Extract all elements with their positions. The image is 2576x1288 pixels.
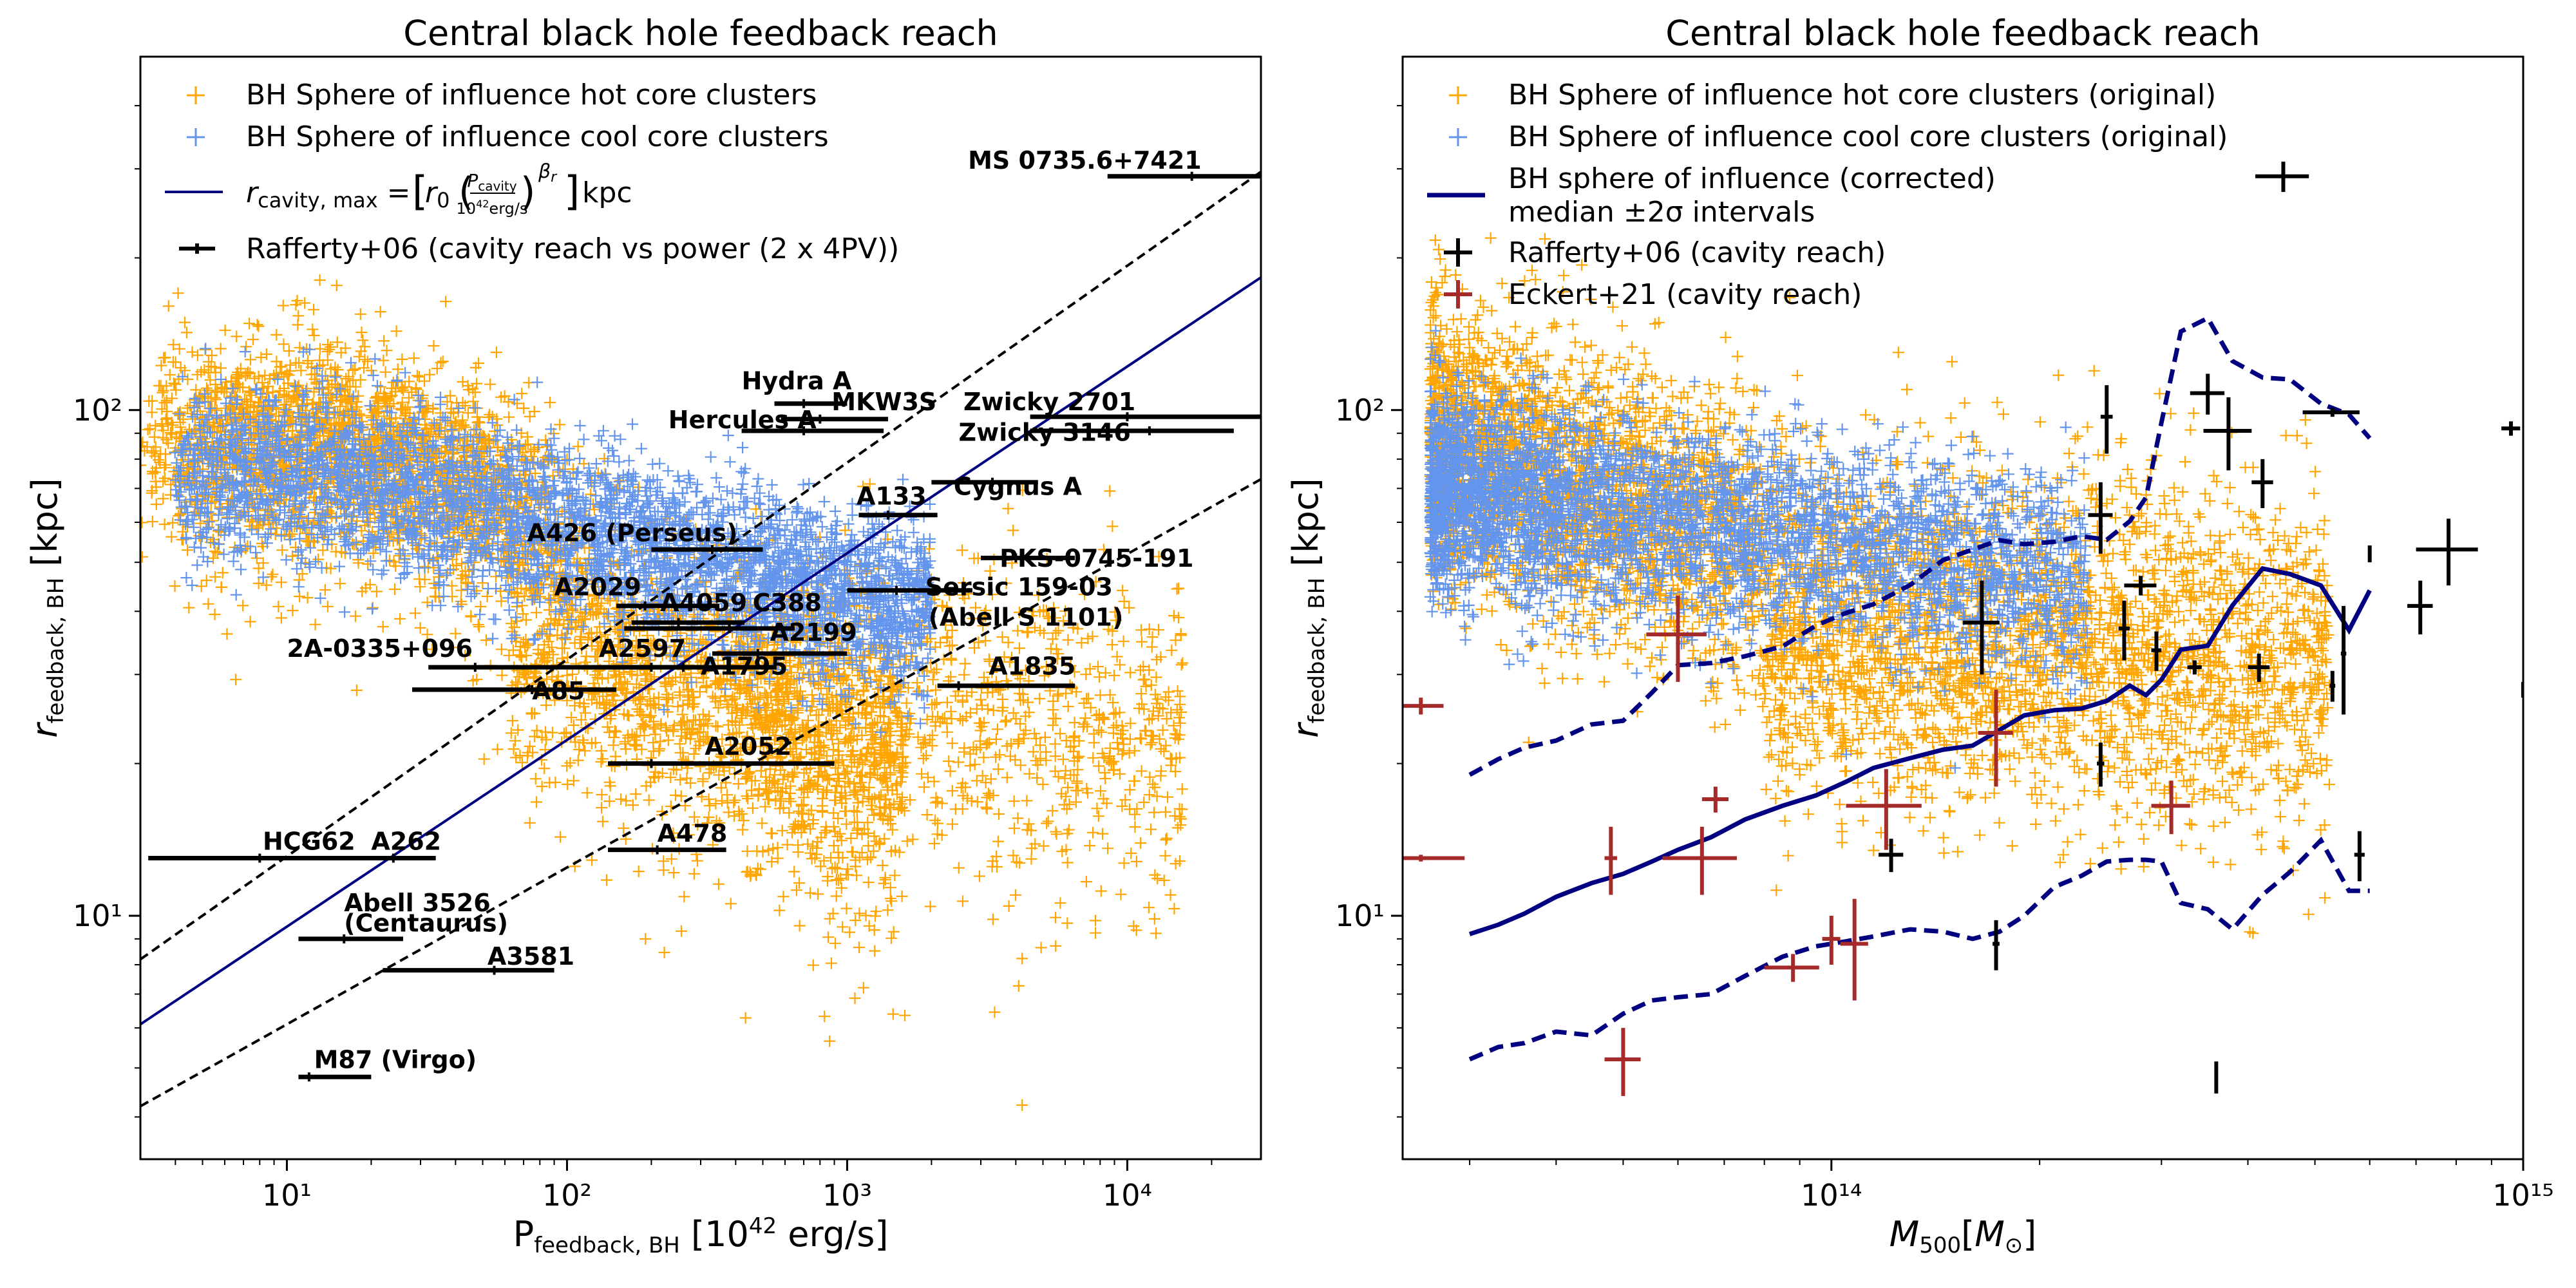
left-xtick-label: 10² xyxy=(542,1178,592,1213)
cool-scatter-markers xyxy=(1424,353,2092,774)
cluster-label: M87 (Virgo) xyxy=(314,1045,477,1074)
cluster-label: A2199 xyxy=(770,618,857,647)
cluster-label: MKW3S xyxy=(831,388,936,416)
right-eckert-crosses xyxy=(1403,595,2190,1096)
right-ticks: 10¹⁴ 10¹⁵ 10¹ 10² xyxy=(1335,105,2554,1213)
left-title: Central black hole feedback reach xyxy=(403,13,998,53)
legend-r-eckert-label: Eckert+21 (cavity reach) xyxy=(1508,278,1862,311)
lower-2sigma-line xyxy=(1468,836,2370,1062)
cluster-label: A262 xyxy=(371,828,441,856)
legend-r-median-label2: median ±2σ intervals xyxy=(1508,196,1815,229)
cluster-label: A426 (Perseus) xyxy=(527,519,737,547)
cluster-label: A133 xyxy=(857,482,927,511)
svg-text:βr: βr xyxy=(538,160,558,185)
legend-hot-marker xyxy=(187,86,205,104)
cluster-label: A1795 xyxy=(701,652,788,680)
legend-r-rafferty-marker xyxy=(1444,238,1472,267)
cool-scatter-markers xyxy=(171,382,936,722)
cluster-label: Hercules A xyxy=(668,406,817,434)
cluster-label: A4059 xyxy=(660,589,747,617)
cluster-label: A2052 xyxy=(705,732,791,761)
cluster-label: PKS-0745-191 xyxy=(999,544,1193,573)
cool-scatter-markers xyxy=(170,343,936,714)
legend-r-hot-marker xyxy=(1449,86,1467,104)
left-ticks: 10¹ 10² 10³ 10⁴ 10¹ 10² xyxy=(73,105,1213,1213)
cluster-label: MS 0735.6+7421 xyxy=(968,146,1202,175)
cluster-label: (Abell S 1101) xyxy=(929,603,1124,631)
right-ylabel: rfeedback, BH [kpc] xyxy=(1285,478,1330,737)
cluster-label: C388 xyxy=(753,589,822,617)
upper-2sigma-line xyxy=(1468,315,2372,777)
cluster-label: A85 xyxy=(532,677,585,705)
hot-scatter-markers xyxy=(1424,321,2333,940)
median-line xyxy=(1469,565,2372,936)
legend-rafferty-label: Rafferty+06 (cavity reach vs power (2 x … xyxy=(246,232,899,265)
legend-cool-label: BH Sphere of influence cool core cluster… xyxy=(246,120,829,153)
legend-cavity-formula: rcavity, max = [ r0 ( Pcavity 1042erg/s … xyxy=(246,160,632,218)
left-xtick-label: 10³ xyxy=(822,1178,872,1213)
left-xlabel: Pfeedback, BH [1042 erg/s] xyxy=(513,1213,889,1258)
right-lines xyxy=(1468,315,2372,1062)
left-ytick-label: 10² xyxy=(73,393,122,428)
legend-r-median-label: BH sphere of influence (corrected) xyxy=(1508,162,1996,195)
right-xtick-label: 10¹⁴ xyxy=(1801,1178,1862,1213)
hot-scatter-markers xyxy=(140,274,1180,965)
svg-text:1042erg/s: 1042erg/s xyxy=(457,198,528,218)
cluster-label: Hydra A xyxy=(742,366,852,395)
cluster-label: HCG62 xyxy=(263,828,355,856)
cluster-label: A3581 xyxy=(488,942,574,971)
svg-text:): ) xyxy=(520,169,535,214)
legend-r-rafferty-label: Rafferty+06 (cavity reach) xyxy=(1508,236,1886,269)
legend-r-median-text: median ±2σ intervals xyxy=(1508,196,1815,229)
svg-text:kpc: kpc xyxy=(582,176,632,209)
legend-r-hot-label: BH Sphere of influence hot core clusters… xyxy=(1508,79,2216,111)
right-xlabel: M500[M⊙] xyxy=(1889,1214,2037,1258)
cluster-label: A2029 xyxy=(554,573,641,601)
left-xtick-label: 10¹ xyxy=(262,1178,312,1213)
left-ytick-label: 10¹ xyxy=(73,898,122,933)
svg-text:r0: r0 xyxy=(425,176,450,213)
right-ytick-label: 10² xyxy=(1335,393,1385,428)
left-legend: BH Sphere of influence hot core clusters… xyxy=(165,79,899,265)
cluster-label: A1835 xyxy=(989,652,1075,680)
cluster-label: Zwicky 3146 xyxy=(959,418,1131,446)
cavity-line-0 xyxy=(140,276,1261,1026)
left-scatter-cool xyxy=(169,343,937,738)
cluster-label: (Centaurus) xyxy=(344,909,508,938)
right-ytick-label: 10¹ xyxy=(1335,898,1385,933)
cluster-label: 2A-0335+096 xyxy=(287,634,473,663)
cluster-label: Abell 3526 xyxy=(344,889,490,917)
cluster-label: Sersic 159-03 xyxy=(925,573,1113,601)
svg-text:[: [ xyxy=(412,167,428,214)
right-legend: BH Sphere of influence hot core clusters… xyxy=(1427,79,2228,311)
left-rafferty-errorbars xyxy=(148,171,1261,1082)
left-panel: Central black hole feedback reach MS 073… xyxy=(24,13,1262,1258)
legend-r-cool-label: BH Sphere of influence cool core cluster… xyxy=(1508,120,2228,153)
svg-text:Pcavity: Pcavity xyxy=(467,170,516,194)
cluster-label: Cygnus A xyxy=(954,472,1083,500)
right-xtick-label: 10¹⁵ xyxy=(2492,1178,2553,1213)
legend-r-eckert-marker xyxy=(1444,280,1472,308)
right-title: Central black hole feedback reach xyxy=(1665,13,2260,53)
cavity-line-2 xyxy=(140,478,1261,1108)
legend-hot-label: BH Sphere of influence hot core clusters xyxy=(246,79,817,111)
svg-text:rcavity, max =: rcavity, max = xyxy=(246,176,411,213)
legend-cool-marker xyxy=(187,128,205,146)
right-panel: Central black hole feedback reach 10¹⁴ 10… xyxy=(1285,13,2554,1258)
svg-text:(: ( xyxy=(459,169,473,214)
cluster-label: A2597 xyxy=(599,634,686,663)
legend-rafferty-marker xyxy=(179,243,215,254)
right-scatter-cool xyxy=(1424,325,2093,774)
left-lines xyxy=(140,171,1261,1108)
cluster-label: Zwicky 2701 xyxy=(963,388,1135,416)
cluster-label: A478 xyxy=(658,819,728,848)
cavity-line-1 xyxy=(140,171,1261,961)
left-xtick-label: 10⁴ xyxy=(1103,1178,1152,1213)
legend-r-cool-marker xyxy=(1449,128,1467,146)
left-ylabel: rfeedback, BH [kpc] xyxy=(24,478,69,737)
svg-text:]: ] xyxy=(564,167,580,214)
right-axes-frame xyxy=(1401,55,2524,1160)
